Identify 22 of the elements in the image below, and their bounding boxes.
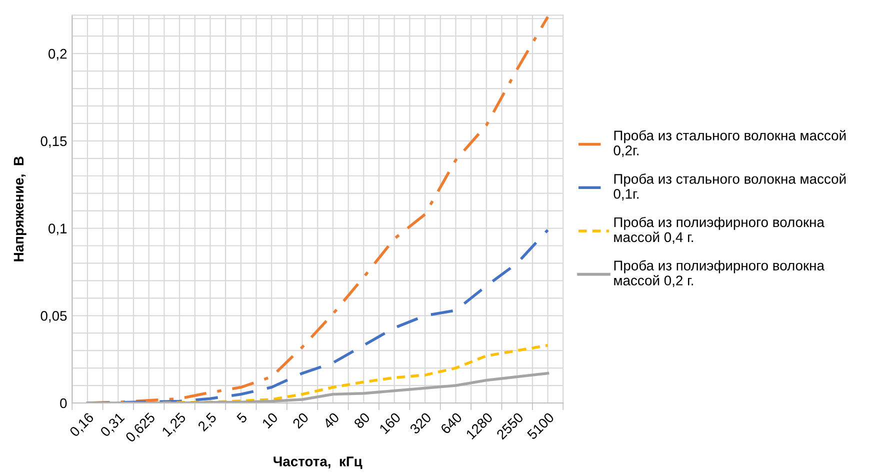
x-tick-label: 320 — [409, 412, 432, 435]
legend-label: Проба из полиэфирного волокна массой 0,4 г. — [614, 216, 824, 244]
legend-label: Проба из стального волокна массой 0,2г. — [614, 130, 846, 158]
x-tick-label: 0,16 — [69, 412, 96, 438]
y-tick-label: 0 — [60, 398, 67, 408]
y-tick-label: 0,2 — [48, 48, 67, 60]
x-tick-label: 10 — [262, 412, 278, 429]
x-tick-label: 20 — [292, 412, 310, 429]
x-axis-title: Частота, кГц — [274, 456, 362, 469]
x-tick-label: 40 — [322, 412, 340, 430]
x-tick-label: 2,5 — [197, 412, 218, 433]
y-tick-label: 0,15 — [40, 136, 67, 148]
y-tick-label: 0,05 — [40, 310, 67, 322]
x-tick-label: 640 — [440, 412, 463, 434]
legend-label: Проба из полиэфирного волокна массой 0,2 г. — [614, 260, 824, 288]
y-tick-label: 0,1 — [48, 224, 67, 236]
y-axis-title: Напряжение, В — [14, 156, 26, 262]
x-tick-label: 5 — [236, 412, 248, 424]
x-tick-label: 0,31 — [100, 412, 126, 438]
legend-label: Проба из стального волокна массой 0,1г. — [614, 173, 846, 200]
x-tick-label: 160 — [378, 412, 402, 434]
x-tick-label: 80 — [353, 412, 370, 430]
